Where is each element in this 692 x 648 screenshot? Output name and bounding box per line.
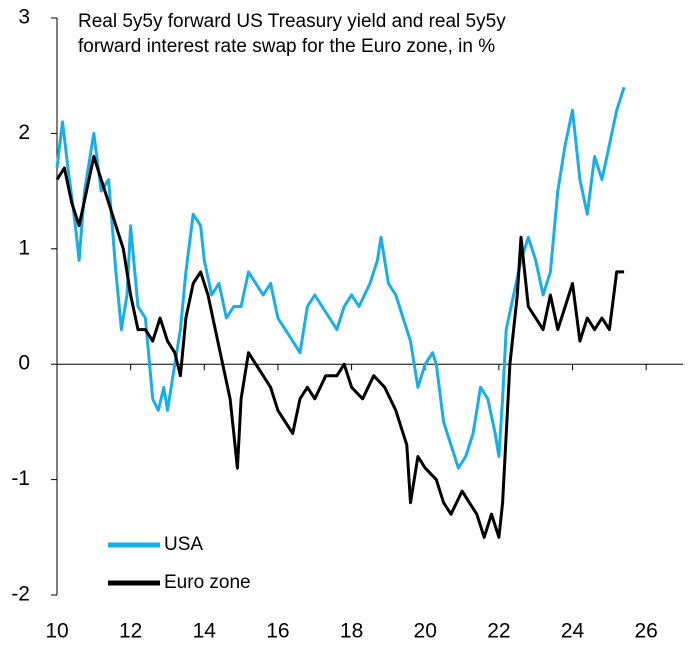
x-tick-label: 16 bbox=[266, 620, 289, 643]
x-tick-label: 12 bbox=[119, 620, 142, 643]
x-tick-label: 22 bbox=[487, 620, 510, 643]
y-tick-label: 1 bbox=[18, 236, 30, 259]
x-tick-label: 24 bbox=[561, 620, 585, 643]
y-tick-label: -1 bbox=[11, 467, 30, 490]
x-tick-label: 26 bbox=[634, 620, 657, 643]
x-tick-label: 20 bbox=[414, 620, 437, 643]
legend-label: Euro zone bbox=[164, 572, 251, 593]
legend-label: USA bbox=[164, 534, 203, 555]
data-line bbox=[55, 86, 626, 470]
y-tick-label: -2 bbox=[11, 583, 30, 606]
y-tick-label: 0 bbox=[18, 352, 30, 375]
chart-title: Real 5y5y forward US Treasury yield and … bbox=[78, 11, 506, 32]
x-tick-label: 10 bbox=[45, 620, 68, 643]
y-tick-label: 3 bbox=[18, 6, 30, 29]
y-tick-label: 2 bbox=[18, 121, 30, 144]
data-line bbox=[55, 155, 625, 539]
x-tick-label: 18 bbox=[340, 620, 363, 643]
x-tick-label: 14 bbox=[193, 620, 217, 643]
chart-title: forward interest rate swap for the Euro … bbox=[78, 36, 495, 57]
